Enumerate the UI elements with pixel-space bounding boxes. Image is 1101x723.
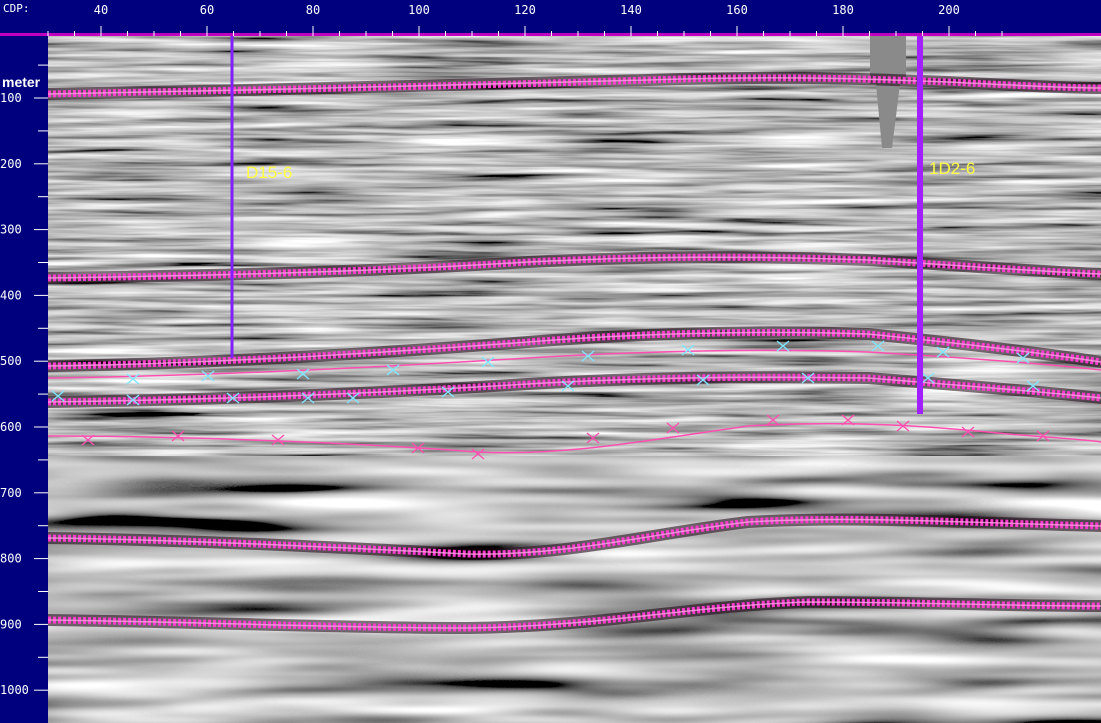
- pick-marker-pink: [1036, 430, 1050, 442]
- pick-marker-pink: [171, 430, 185, 442]
- pick-marker-pink: [411, 442, 425, 454]
- pick-marker-cyan: [1016, 352, 1030, 364]
- pick-marker-cyan: [346, 392, 360, 404]
- depth-tick-label-800: 800: [0, 552, 22, 566]
- depth-tick-label-400: 400: [0, 288, 22, 302]
- pick-marker-pink: [271, 434, 285, 446]
- pick-marker-pink: [666, 422, 680, 434]
- well-label-1d2-6: 1D2-6: [929, 159, 975, 178]
- pick-marker-cyan: [441, 386, 455, 398]
- horizon-layer: [48, 71, 1101, 635]
- cdp-tick-label-180: 180: [832, 3, 854, 17]
- horizon-3b[interactable]: [48, 349, 1101, 379]
- depth-tick-label-500: 500: [0, 354, 22, 368]
- pick-marker-pink: [471, 448, 485, 460]
- cdp-tick-label-140: 140: [620, 3, 642, 17]
- depth-tick-label-300: 300: [0, 223, 22, 237]
- cdp-tick-label-100: 100: [408, 3, 430, 17]
- horizon-6-core: [48, 518, 1101, 555]
- pick-marker-pink: [896, 420, 910, 432]
- pick-marker-cyan: [776, 340, 790, 352]
- pick-marker-pink: [81, 434, 95, 446]
- depth-axis-bar: meter 100 200 300 400 500 600 700 800 900 1000: [0, 36, 48, 723]
- pick-marker-cyan: [481, 356, 495, 368]
- well-label-d15-6: D15-6: [246, 163, 292, 182]
- pick-marker-cyan: [936, 346, 950, 358]
- depth-tick-label-700: 700: [0, 486, 22, 500]
- pick-marker-cyan: [681, 344, 695, 356]
- pick-marker-cyan: [696, 374, 710, 386]
- pick-marker-cyan: [921, 372, 935, 384]
- cdp-tick-marks: 40 60 80 100 120 140 160 180 200: [47, 3, 1003, 36]
- horizon-4-core: [48, 376, 1101, 403]
- depth-tick-label-1000: 1000: [0, 683, 29, 697]
- pick-marker-cyan: [1026, 380, 1040, 392]
- seismic-amplitude-lower: [48, 456, 1101, 723]
- depth-tick-label-900: 900: [0, 617, 22, 631]
- pick-marker-pink: [961, 426, 975, 438]
- horizon-3-core: [48, 331, 1101, 367]
- depth-tick-label-100: 100: [0, 91, 22, 105]
- cdp-axis-label: CDP:: [3, 2, 30, 15]
- cdp-tick-label-40: 40: [94, 3, 108, 17]
- depth-tick-marks: 100 200 300 400 500 600 700 800 900 1000: [0, 64, 48, 697]
- seismic-section[interactable]: D15-6 1D2-6: [48, 36, 1101, 723]
- grey-gap-wedge: [876, 84, 900, 148]
- pick-marker-cyan: [126, 373, 140, 385]
- pick-marker-cyan: [126, 394, 140, 406]
- well-layer: D15-6 1D2-6: [230, 36, 975, 414]
- cdp-tick-label-80: 80: [306, 3, 320, 17]
- horizon-7-core: [48, 601, 1101, 629]
- pick-marker-pink: [841, 414, 855, 426]
- pick-marker-cyan: [226, 392, 240, 404]
- cdp-tick-label-120: 120: [514, 3, 536, 17]
- pick-marker-cyan: [51, 390, 65, 402]
- cdp-tick-label-160: 160: [726, 3, 748, 17]
- depth-tick-label-600: 600: [0, 420, 22, 434]
- cdp-tick-label-200: 200: [938, 3, 960, 17]
- pick-marker-cyan: [561, 380, 575, 392]
- cdp-tick-label-60: 60: [200, 3, 214, 17]
- pick-marker-cyan: [871, 340, 885, 352]
- pick-marker-cyan: [201, 370, 215, 382]
- pick-marker-cyan: [801, 372, 815, 384]
- depth-tick-label-200: 200: [0, 157, 22, 171]
- horizon-5[interactable]: [48, 422, 1101, 454]
- horizon-2-core: [48, 256, 1101, 279]
- pick-marker-cyan: [296, 368, 310, 380]
- pick-marker-cyan: [386, 364, 400, 376]
- pick-marker-pink: [766, 414, 780, 426]
- depth-axis-label: meter: [2, 74, 41, 90]
- pick-marker-cyan: [581, 350, 595, 362]
- pick-marker-pink: [586, 432, 600, 444]
- horizon-1-core: [48, 77, 1101, 95]
- pick-marker-cyan: [301, 392, 315, 404]
- cdp-axis-bar: CDP: 40 60 80 100 120 140 160 180 200: [0, 0, 1101, 36]
